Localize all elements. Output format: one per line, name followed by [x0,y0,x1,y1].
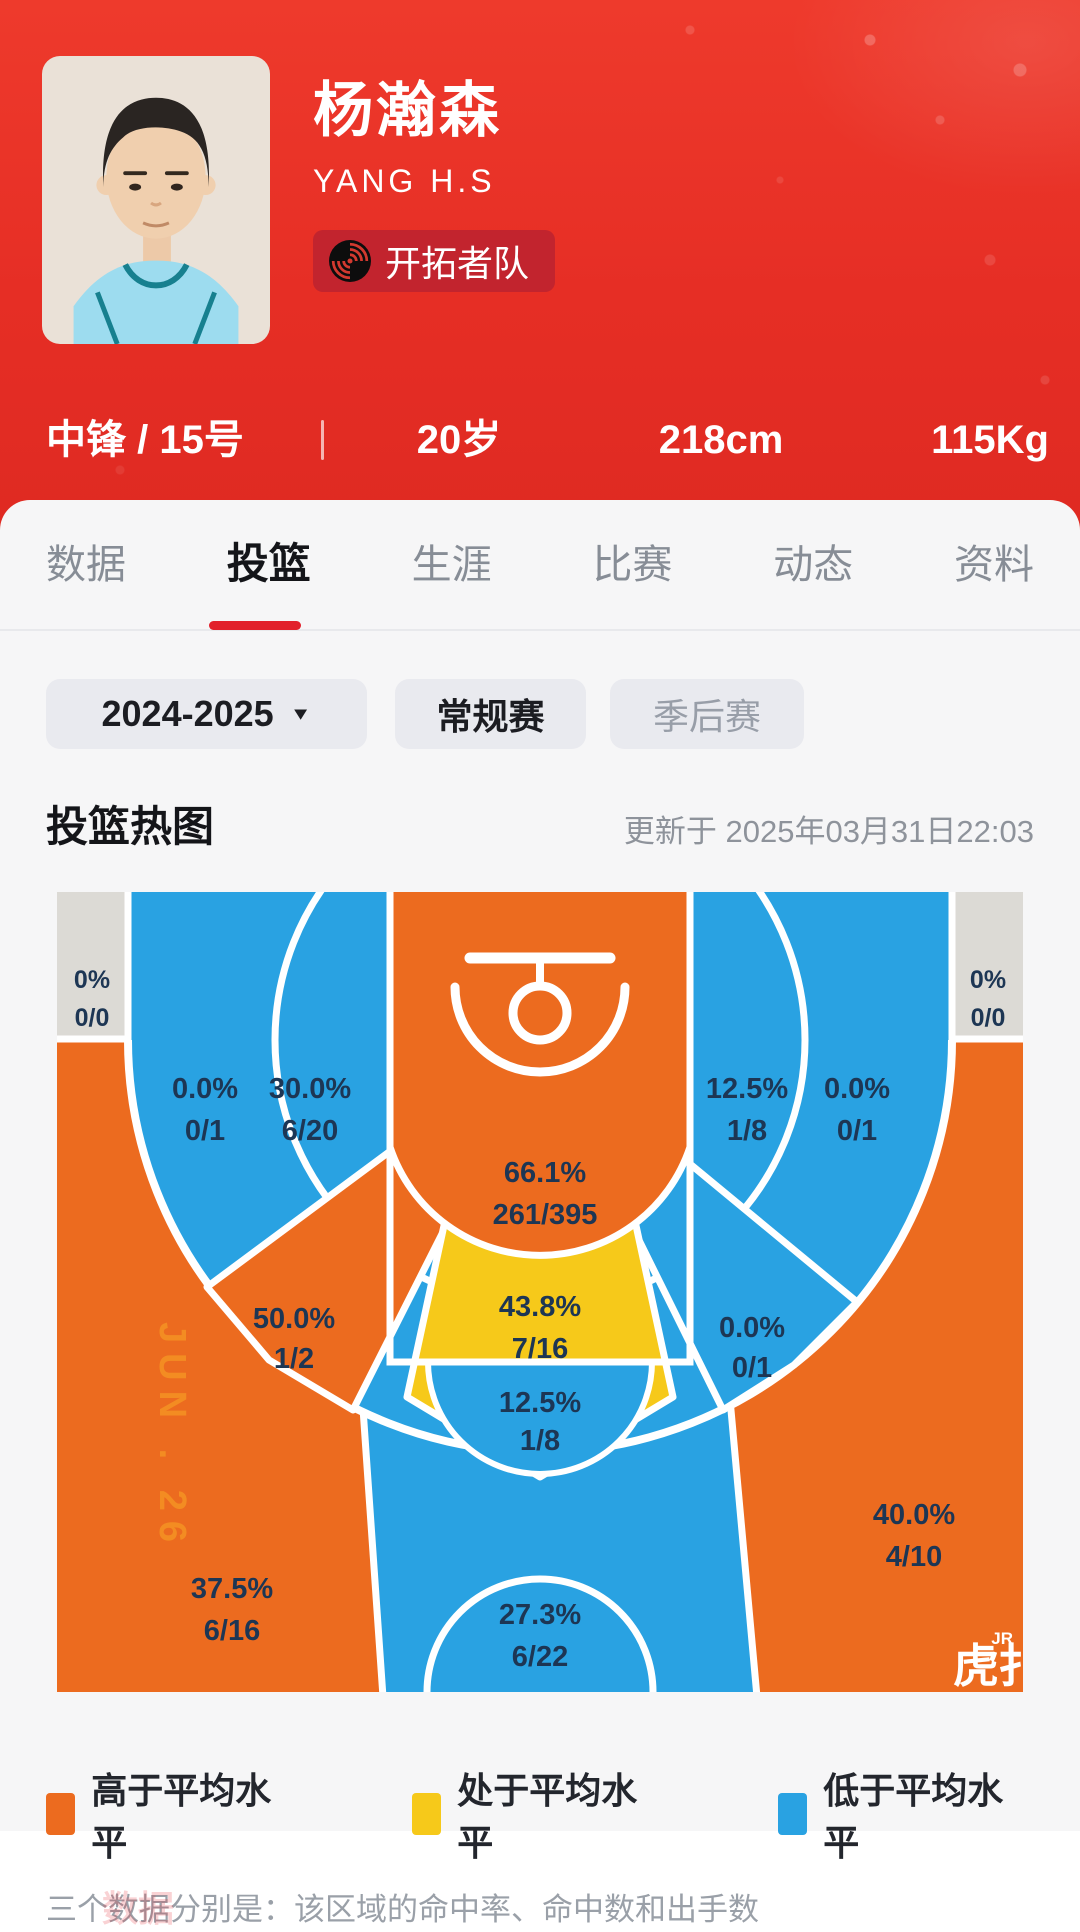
label-top-three-frac: 6/22 [512,1641,568,1673]
team-name: 开拓者队 [385,243,530,284]
playoffs-button[interactable]: 季后赛 [610,679,804,749]
restricted-arc [450,982,630,1077]
label-free-throw-frac: 1/8 [520,1425,560,1457]
paint-outline [386,892,694,1366]
footer-note: 数据 三个数据分别是：该区域的命中率、命中数和出手数 [46,1884,1034,1929]
player-name-en: YANG H.S [313,163,496,199]
label-left-three-frac: 6/16 [204,1615,260,1647]
rim-circle [508,981,572,1045]
team-badge[interactable]: 开拓者队 [313,230,556,292]
legend-label-average: 处于平均水平 [457,1770,638,1863]
shot-chart-svg: JUN . 26 JR 虎扑 0% 0/0 0.0% 0/1 30.0% 6/2… [57,892,1023,1692]
shot-chart: JUN . 26 JR 虎扑 0% 0/0 0.0% 0/1 30.0% 6/2… [57,892,1023,1692]
label-corner-left-pct: 0% [74,966,110,994]
label-paint-low-pct: 43.8% [499,1291,581,1323]
zone-corner-left [57,892,128,1039]
footer-note-text: 三个数据分别是：该区域的命中率、命中数和出手数 [46,1892,759,1927]
stat-height: 218cm [658,418,784,462]
section-title: 投篮热图 [46,803,215,850]
tab-career[interactable]: 生涯 [411,542,492,587]
updated-timestamp: 更新于 2025年03月31日22:03 [623,814,1034,849]
active-tab-underline [209,621,301,630]
legend-swatch-average [412,1793,442,1835]
filter-row: 2024-2025 ▼ 常规赛 季后赛 [46,679,1034,749]
label-paint-frac: 261/395 [493,1199,598,1231]
player-photo [42,56,270,344]
player-id-block: 杨瀚森 YANG H.S 开拓者队 [313,62,556,292]
stat-weight: 115Kg [931,418,1049,462]
tab-news[interactable]: 动态 [773,542,854,587]
label-right-elbow-frac: 0/1 [732,1352,772,1384]
team-logo-icon [329,240,371,282]
tab-data[interactable]: 数据 [46,542,126,587]
stat-age: 20岁 [416,418,502,462]
zone-corner-right [952,892,1023,1039]
legend-swatch-below [778,1793,808,1835]
player-header: 杨瀚森 YANG H.S 开拓者队 [0,0,1080,530]
label-paint-low-frac: 7/16 [512,1333,568,1365]
label-top-three-pct: 27.3% [499,1599,581,1631]
label-corner-right-frac: 0/0 [971,1004,1006,1032]
hupu-logo-sup: JR [991,1629,1013,1648]
legend-item-above: 高于平均水平 [46,1762,302,1866]
stats-divider [321,420,324,460]
player-name: 杨瀚森 [313,77,502,144]
label-free-throw-pct: 12.5% [499,1387,581,1419]
label-left-wing-frac: 6/20 [282,1115,338,1147]
label-right-baseline-pct: 0.0% [824,1073,890,1105]
season-label: 2024-2025 [101,693,274,734]
legend-item-below: 低于平均水平 [778,1762,1034,1866]
legend-swatch-above [46,1793,76,1835]
label-corner-left-frac: 0/0 [75,1004,110,1032]
legend-label-below: 低于平均水平 [823,1770,1004,1863]
player-stats-row: 中锋 / 15号 20岁 218cm 115Kg [0,412,1080,468]
zone-free-throw [424,1359,656,1477]
stat-position-number: 中锋 / 15号 [46,418,244,462]
player-avatar [61,56,251,344]
label-left-wing-pct: 30.0% [269,1073,351,1105]
label-right-baseline-frac: 0/1 [837,1115,877,1147]
season-dropdown[interactable]: 2024-2025 ▼ [46,679,367,749]
legend: 高于平均水平 处于平均水平 低于平均水平 [46,1762,1034,1866]
label-left-baseline-pct: 0.0% [172,1073,238,1105]
content-card: 数据 投篮 生涯 比赛 动态 资料 2024-2025 ▼ 常规赛 季后赛 投篮… [0,500,1080,1929]
label-left-elbow-frac: 1/2 [274,1343,314,1375]
label-right-wing-frac: 1/8 [727,1115,767,1147]
legend-item-average: 处于平均水平 [412,1762,668,1866]
label-right-wing-pct: 12.5% [706,1073,788,1105]
label-right-three-pct: 40.0% [873,1499,955,1531]
legend-label-above: 高于平均水平 [91,1770,272,1863]
section-head: 投篮热图 更新于 2025年03月31日22:03 [46,793,1034,854]
chevron-down-icon: ▼ [289,703,312,724]
tab-shooting[interactable]: 投篮 [226,540,311,587]
label-paint-pct: 66.1% [504,1157,586,1189]
label-right-three-frac: 4/10 [886,1541,942,1573]
label-right-elbow-pct: 0.0% [719,1312,785,1344]
zone-labels: 0% 0/0 0.0% 0/1 30.0% 6/20 66.1% 261/395… [74,966,1006,1673]
date-watermark: JUN . 26 [151,1322,193,1552]
label-left-three-pct: 37.5% [191,1573,273,1605]
label-corner-right-pct: 0% [970,966,1006,994]
tab-profile[interactable]: 资料 [954,542,1034,587]
center-court-arc [423,1575,657,1692]
tab-bar: 数据 投篮 生涯 比赛 动态 资料 [0,500,1080,631]
hupu-logo: 虎扑 [953,1640,1023,1692]
regular-season-button[interactable]: 常规赛 [395,679,586,749]
label-left-baseline-frac: 0/1 [185,1115,225,1147]
tab-games[interactable]: 比赛 [592,542,673,587]
label-left-elbow-pct: 50.0% [253,1303,335,1335]
